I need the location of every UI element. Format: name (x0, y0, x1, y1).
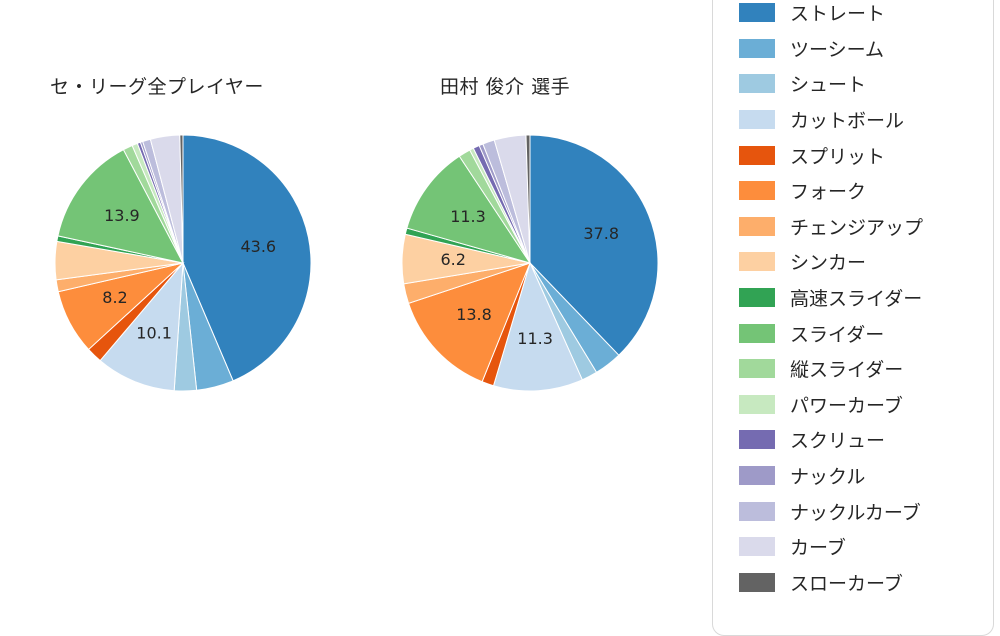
pie-slice (57, 149, 184, 264)
legend-item: カーブ (739, 529, 993, 565)
legend-item-label: シンカー (790, 252, 867, 275)
pie-value-label: 37.8 (583, 224, 619, 243)
legend-swatch (739, 466, 775, 486)
pie-value-label: 43.6 (240, 237, 276, 256)
legend-swatch (739, 216, 775, 236)
legend-item-label: ナックルカーブ (790, 501, 921, 524)
pie-title-player: 田村 俊介 選手 (440, 76, 571, 98)
pie-value-label: 11.3 (517, 329, 553, 348)
pie-slice (179, 134, 184, 264)
legend-item: スクリュー (739, 422, 993, 458)
legend-swatch (739, 394, 775, 414)
pie-svg: 43.6 10.1 8.2 13.9 (54, 134, 312, 392)
pitch-usage-comparison: セ・リーグ全プレイヤー 田村 俊介 選手 43.6 10.1 8.2 13.9 37.… (50, 0, 994, 636)
pie-slice (407, 262, 531, 383)
pie-value-label: 10.1 (136, 324, 172, 343)
legend-item-label: チェンジアップ (790, 216, 924, 239)
legend-swatch (739, 110, 775, 130)
legend-swatch (739, 537, 775, 557)
legend-item-label: ツーシーム (790, 38, 885, 61)
pie-value-label: 6.2 (440, 250, 465, 269)
legend-swatch (739, 74, 775, 94)
pie-chart-player: 37.8 11.3 13.8 6.2 11.3 (399, 132, 661, 394)
legend-swatch (739, 145, 775, 165)
legend-item: ナックル (739, 458, 993, 494)
legend-item: スプリット (739, 137, 993, 173)
legend-item: フォーク (739, 173, 993, 209)
legend-item-label: フォーク (790, 181, 867, 204)
pie-title-league: セ・リーグ全プレイヤー (50, 76, 264, 98)
pie-chart-league: 43.6 10.1 8.2 13.9 (52, 132, 314, 394)
legend-item-label: スプリット (790, 145, 886, 168)
legend-item-label: シュート (790, 74, 867, 97)
pie-slice (492, 261, 583, 392)
pie-slice (182, 134, 312, 382)
legend-item-label: 縦スライダー (790, 359, 904, 382)
legend-item-label: スローカーブ (790, 572, 903, 595)
legend-item: シンカー (739, 244, 993, 280)
legend-swatch (739, 3, 775, 23)
pie-svg: 37.8 11.3 13.8 6.2 11.3 (401, 134, 659, 392)
legend-item: シュート (739, 66, 993, 102)
legend-item: パワーカーブ (739, 387, 993, 423)
pie-value-label: 8.2 (102, 288, 127, 307)
legend-item-label: 高速スライダー (790, 288, 923, 311)
legend-item: カットボール (739, 102, 993, 138)
pie-slice (99, 261, 184, 392)
pie-value-label: 11.3 (450, 207, 486, 226)
pie-slice (525, 134, 531, 264)
legend-swatch (739, 181, 775, 201)
legend-item: ストレート (739, 0, 993, 31)
pie-value-label: 13.9 (104, 206, 140, 225)
legend-swatch (739, 288, 775, 308)
legend-item: スローカーブ (739, 565, 993, 601)
legend-item-label: カーブ (790, 537, 846, 560)
legend-item-label: スライダー (790, 323, 885, 346)
legend-swatch (739, 38, 775, 58)
legend-item-label: スクリュー (790, 430, 886, 453)
pie-value-label: 13.8 (456, 305, 492, 324)
legend-item-label: カットボール (790, 110, 905, 133)
pie-slice (529, 134, 659, 356)
legend-swatch (739, 252, 775, 272)
legend-swatch (739, 501, 775, 521)
legend-card: ストレートツーシームシュートカットボール スプリットフォークチェンジアップ シンカー… (712, 0, 994, 636)
legend-item: スライダー (739, 315, 993, 351)
legend-item: チェンジアップ (739, 209, 993, 245)
legend-item: ツーシーム (739, 31, 993, 67)
legend-item-label: パワーカーブ (790, 394, 903, 417)
legend-swatch (739, 323, 775, 343)
legend-list: ストレートツーシームシュートカットボール スプリットフォークチェンジアップ シンカー… (739, 0, 993, 600)
legend-item: 高速スライダー (739, 280, 993, 316)
legend-item: 縦スライダー (739, 351, 993, 387)
legend-item-label: ナックル (790, 466, 866, 489)
legend-swatch (739, 359, 775, 379)
pie-slice (406, 155, 532, 264)
legend-swatch (739, 430, 775, 450)
legend-item-label: ストレート (790, 3, 886, 26)
legend-item: ナックルカーブ (739, 493, 993, 529)
legend-swatch (739, 572, 775, 592)
